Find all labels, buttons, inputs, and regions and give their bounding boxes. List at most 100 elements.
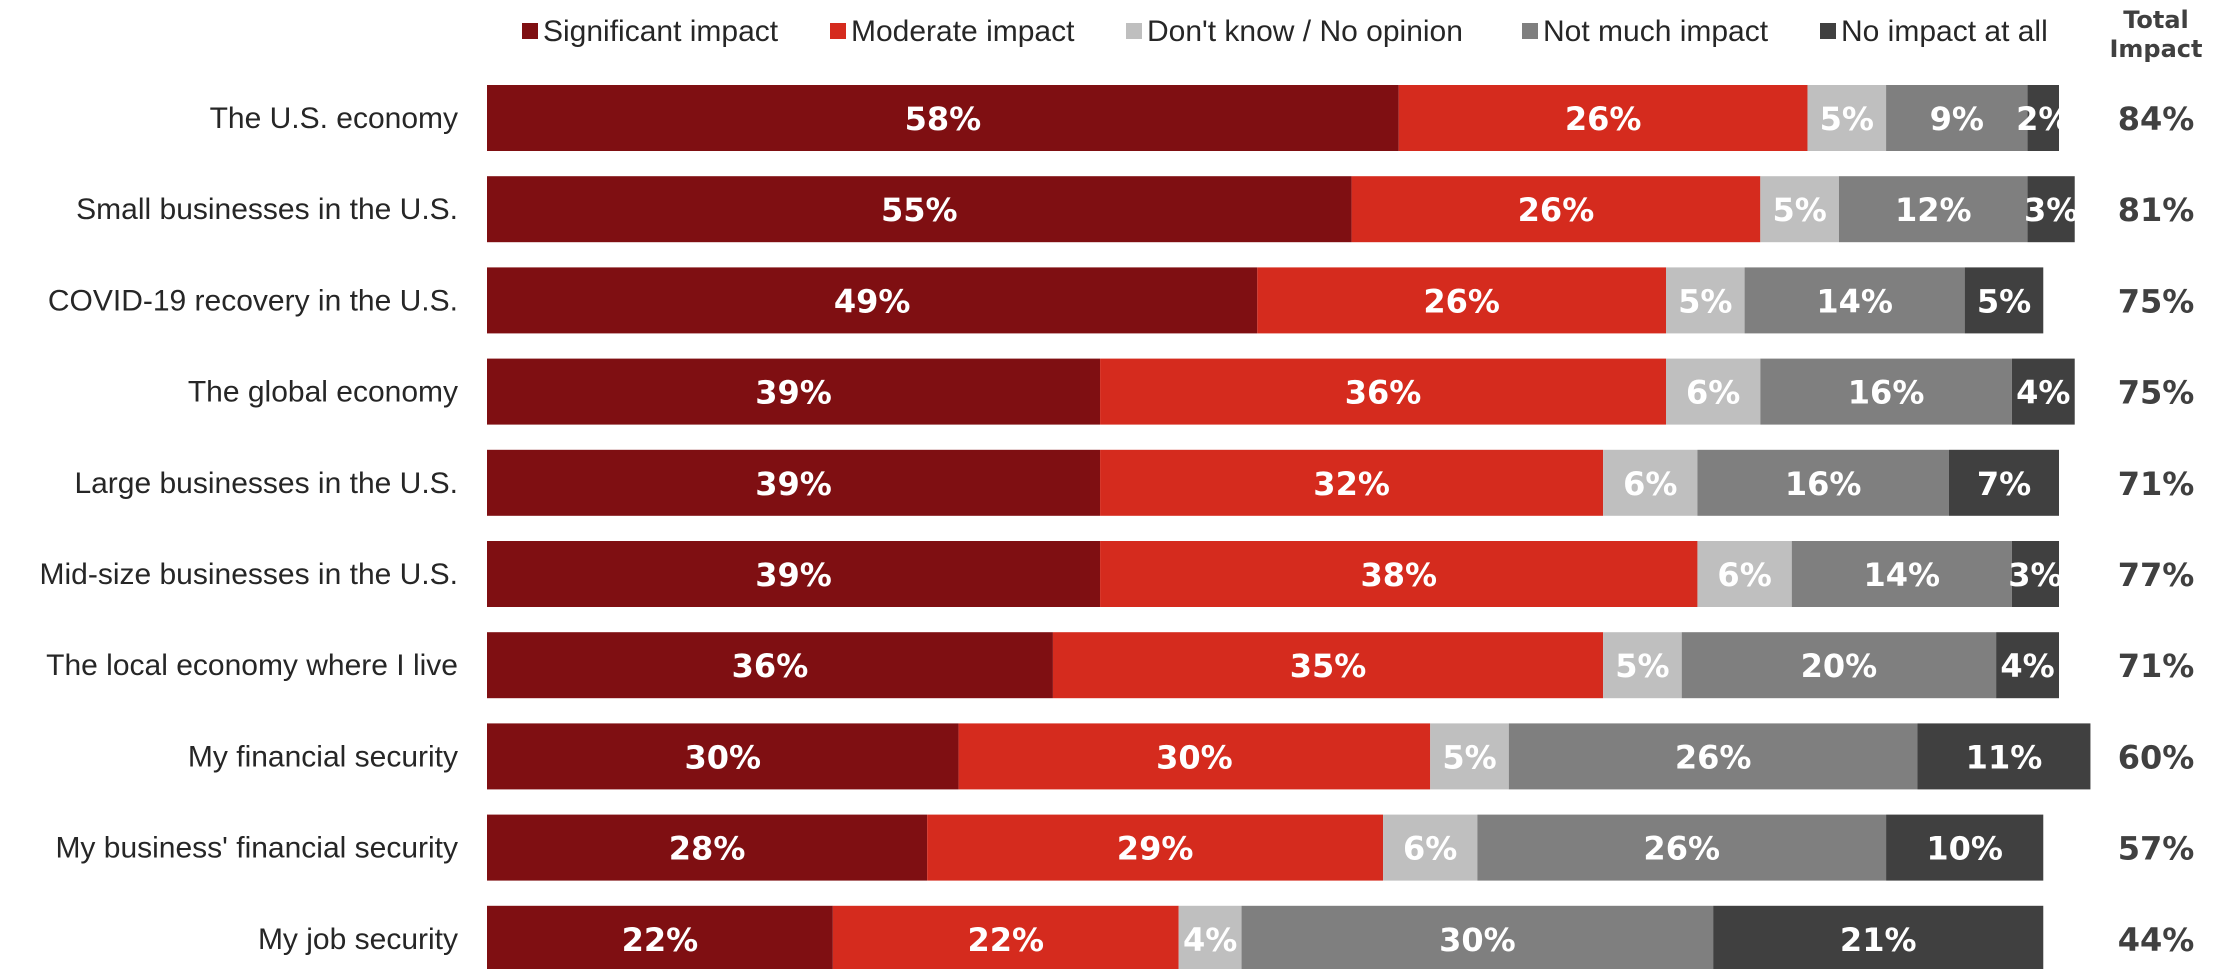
segment-value-label: 20% bbox=[1801, 647, 1878, 685]
segment-value-label: 58% bbox=[905, 100, 982, 138]
bar-row: 39% 36% 6% 16% 4% bbox=[487, 358, 2075, 425]
legend-label: No impact at all bbox=[1841, 15, 2048, 48]
segment-value-label: 36% bbox=[1345, 374, 1422, 412]
bar-segment bbox=[487, 632, 1053, 699]
total-impact-value: 57% bbox=[2118, 830, 2195, 868]
segment-value-label: 3% bbox=[2008, 556, 2062, 594]
bar-segment bbox=[1508, 723, 1918, 790]
bar-segment bbox=[1744, 267, 1965, 334]
bar-segment bbox=[2027, 85, 2059, 151]
bar-segment bbox=[1052, 632, 1604, 699]
legend-swatch bbox=[1522, 23, 1538, 39]
bar-row: 36% 35% 5% 20% 4% bbox=[487, 632, 2059, 699]
total-impact-value: 75% bbox=[2118, 374, 2195, 412]
bar-segment bbox=[1398, 85, 1808, 151]
segment-value-label: 39% bbox=[755, 465, 832, 503]
category-label: COVID-19 recovery in the U.S. bbox=[48, 284, 458, 317]
segment-value-label: 16% bbox=[1848, 374, 1925, 412]
bar-segment bbox=[1760, 176, 1839, 243]
bar-segment bbox=[1178, 905, 1242, 969]
segment-value-label: 35% bbox=[1290, 647, 1367, 685]
segment-value-label: 22% bbox=[967, 921, 1044, 959]
bar-segment bbox=[1603, 632, 1682, 699]
segment-value-label: 49% bbox=[834, 282, 911, 320]
bar-segment bbox=[958, 723, 1431, 790]
legend-swatch bbox=[1126, 23, 1142, 39]
segment-value-label: 14% bbox=[1864, 556, 1941, 594]
segment-value-label: 4% bbox=[1183, 921, 1237, 959]
segment-value-label: 5% bbox=[1615, 647, 1669, 685]
bar-segment bbox=[2011, 541, 2059, 607]
bar-segment bbox=[1917, 723, 2091, 790]
bar-segment bbox=[1948, 449, 2059, 516]
category-label: The local economy where I live bbox=[46, 649, 458, 682]
bar-segment bbox=[1996, 632, 2059, 699]
bar-segment bbox=[1603, 449, 1698, 516]
category-label: The U.S. economy bbox=[210, 102, 458, 135]
bar-segment bbox=[487, 267, 1258, 334]
bar-row: 39% 32% 6% 16% 7% bbox=[487, 449, 2059, 516]
bar-segment bbox=[1838, 176, 2028, 243]
segment-value-label: 36% bbox=[732, 647, 809, 685]
bar-segment bbox=[927, 814, 1384, 881]
bar-segment bbox=[487, 358, 1101, 425]
segment-value-label: 26% bbox=[1518, 191, 1595, 229]
bar-segment bbox=[1807, 85, 1887, 151]
bar-segment bbox=[1681, 632, 1997, 699]
segment-value-label: 7% bbox=[1977, 465, 2031, 503]
bar-segment bbox=[2011, 358, 2075, 425]
bar-row: 39% 38% 6% 14% 3% bbox=[487, 541, 2063, 607]
legend-label: Don't know / No opinion bbox=[1147, 15, 1463, 48]
category-label: Mid-size businesses in the U.S. bbox=[39, 558, 458, 591]
segment-value-label: 26% bbox=[1423, 282, 1500, 320]
segment-value-label: 6% bbox=[1686, 374, 1740, 412]
category-label: My business' financial security bbox=[55, 832, 458, 865]
bar-segment bbox=[1886, 814, 2044, 881]
bar-segment bbox=[2027, 176, 2075, 243]
category-labels: The U.S. economy Small businesses in the … bbox=[39, 102, 458, 956]
total-impact-value: 81% bbox=[2118, 191, 2195, 229]
bar-row: 30% 30% 5% 26% 11% bbox=[487, 723, 2091, 790]
segment-value-label: 26% bbox=[1675, 738, 1752, 776]
total-impact-value: 77% bbox=[2118, 556, 2195, 594]
bar-segment bbox=[487, 814, 928, 881]
segment-value-label: 5% bbox=[1442, 738, 1496, 776]
bar-segment bbox=[1430, 723, 1509, 790]
total-impact-value: 71% bbox=[2118, 647, 2195, 685]
segment-value-label: 6% bbox=[1717, 556, 1771, 594]
bar-row: 22% 22% 4% 30% 21% bbox=[487, 905, 2044, 969]
segment-value-label: 30% bbox=[1156, 738, 1233, 776]
bar-segment bbox=[1713, 905, 2044, 969]
segment-value-label: 5% bbox=[1820, 100, 1874, 138]
bar-segment bbox=[1100, 541, 1698, 607]
segment-value-label: 6% bbox=[1623, 465, 1677, 503]
legend-label: Significant impact bbox=[543, 15, 779, 48]
bar-segment bbox=[1697, 541, 1792, 607]
segment-value-label: 6% bbox=[1403, 830, 1457, 868]
bar-segment bbox=[1760, 358, 2012, 425]
segment-value-label: 28% bbox=[669, 830, 746, 868]
segment-value-label: 32% bbox=[1313, 465, 1390, 503]
segment-value-label: 30% bbox=[685, 738, 762, 776]
bar-segment bbox=[1886, 85, 2028, 151]
bar-segment bbox=[832, 905, 1179, 969]
total-header-line: Impact bbox=[2109, 35, 2202, 63]
category-label: My financial security bbox=[188, 740, 458, 773]
bar-segment bbox=[487, 449, 1101, 516]
segment-value-label: 55% bbox=[881, 191, 958, 229]
segment-value-label: 29% bbox=[1117, 830, 1194, 868]
segment-value-label: 5% bbox=[1772, 191, 1826, 229]
segment-value-label: 9% bbox=[1930, 100, 1984, 138]
total-impact-value: 84% bbox=[2118, 100, 2195, 138]
bar-segment bbox=[1351, 176, 1761, 243]
category-label: My job security bbox=[258, 923, 458, 956]
segment-value-label: 39% bbox=[755, 374, 832, 412]
bar-segment bbox=[487, 723, 959, 790]
bar-segment bbox=[1477, 814, 1887, 881]
segment-value-label: 38% bbox=[1360, 556, 1437, 594]
segment-value-label: 2% bbox=[2016, 100, 2070, 138]
legend-swatch bbox=[522, 23, 538, 39]
bar-segment bbox=[1697, 449, 1949, 516]
